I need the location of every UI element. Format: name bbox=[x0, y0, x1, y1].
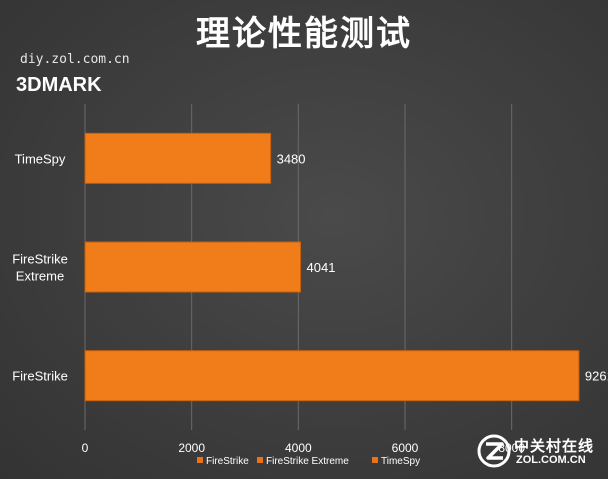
legend-marker bbox=[257, 457, 263, 463]
legend-label: FireStrike Extreme bbox=[266, 456, 349, 467]
category-label: TimeSpy bbox=[15, 151, 66, 166]
category-label: FireStrike Extreme bbox=[12, 252, 68, 284]
x-tick-label: 2000 bbox=[178, 441, 205, 455]
bar bbox=[84, 241, 302, 293]
bar bbox=[84, 350, 580, 402]
page-title: 理论性能测试 bbox=[196, 14, 412, 54]
x-tick-label: 4000 bbox=[285, 441, 312, 455]
x-tick-label: 0 bbox=[82, 441, 89, 455]
data-label: 9261 bbox=[585, 369, 608, 384]
x-tick-label: 6000 bbox=[392, 441, 419, 455]
zol-logo-icon bbox=[477, 434, 511, 468]
watermark-cn: 中关村在线 bbox=[514, 437, 595, 455]
watermark-en: ZOL.COM.CN bbox=[516, 454, 586, 466]
legend-marker bbox=[197, 457, 203, 463]
zol-watermark: 中关村在线 ZOL.COM.CN bbox=[476, 433, 600, 471]
data-label: 4041 bbox=[307, 260, 336, 275]
source-url: diy.zol.com.cn bbox=[20, 52, 130, 67]
bar bbox=[84, 132, 272, 184]
legend-marker bbox=[372, 457, 378, 463]
legend-label: TimeSpy bbox=[381, 456, 420, 467]
x-tick-label: 8000 bbox=[498, 441, 525, 455]
category-label: FireStrike bbox=[12, 369, 68, 384]
data-label: 3480 bbox=[277, 151, 306, 166]
legend-label: FireStrike bbox=[206, 456, 249, 467]
chart-title: 3DMARK bbox=[16, 74, 102, 96]
